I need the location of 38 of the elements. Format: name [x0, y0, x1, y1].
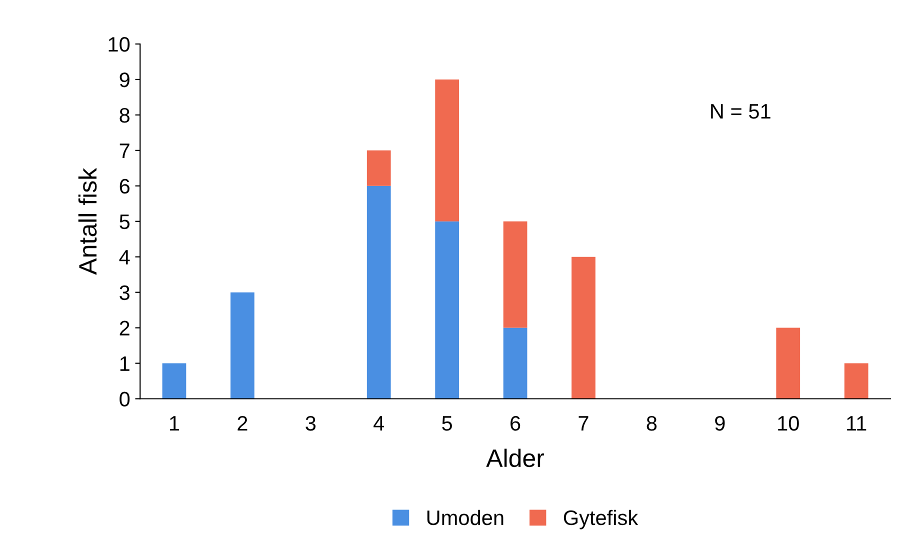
y-tick-label: 2 [120, 320, 130, 336]
bar [435, 221, 460, 399]
y-tick-label: 9 [120, 72, 130, 88]
y-tick-label: 4 [119, 250, 130, 264]
y-axis-title: Antall fisk [78, 168, 97, 275]
x-axis-title: Alder [486, 448, 544, 468]
bar [503, 328, 528, 399]
x-tick-label: 2 [238, 416, 248, 431]
bar [162, 363, 186, 399]
x-tick-label: 9 [715, 416, 725, 431]
y-tick-label: 8 [120, 108, 130, 123]
bar [230, 292, 254, 399]
legend-label: Gytefisk [564, 510, 638, 530]
x-tick-label: 11 [847, 416, 866, 431]
bar [776, 328, 800, 399]
x-tick-label: 7 [578, 416, 588, 431]
y-tick-label: 3 [120, 285, 130, 300]
bar [366, 186, 391, 399]
x-tick-label: 3 [306, 416, 316, 431]
y-tick-label: 5 [120, 214, 130, 230]
x-tick-label: 8 [646, 416, 657, 431]
legend-label: Umoden [427, 510, 504, 526]
bar [572, 256, 596, 399]
x-tick-label: 5 [442, 416, 452, 431]
bar [366, 150, 391, 186]
y-tick-label: 6 [120, 178, 130, 194]
x-tick-label: 6 [510, 416, 520, 431]
y-tick-label: 7 [120, 144, 130, 158]
bar [435, 79, 460, 222]
x-tick-label: 10 [778, 416, 799, 431]
x-tick-label: 4 [374, 416, 384, 431]
bar [844, 363, 868, 399]
y-tick-label: 0 [120, 392, 130, 407]
bar [503, 221, 528, 328]
annotation: N = 51 [711, 104, 770, 119]
x-tick-label: 1 [170, 416, 179, 431]
y-tick-label: 10 [108, 37, 130, 52]
y-tick-label: 1 [120, 356, 130, 371]
